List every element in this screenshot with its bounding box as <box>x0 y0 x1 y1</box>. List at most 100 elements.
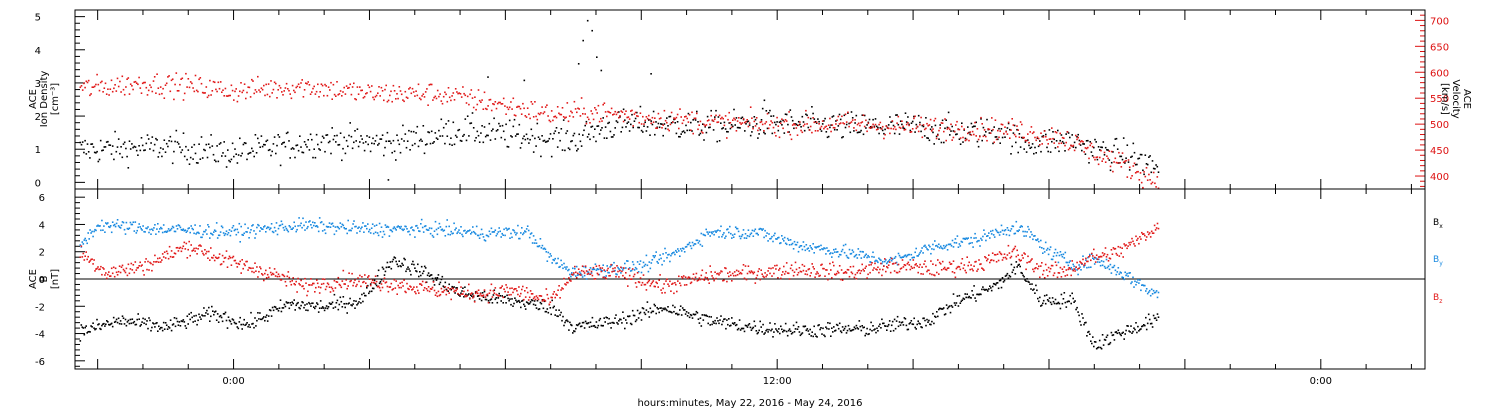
bx-point <box>982 286 984 288</box>
density-point <box>424 144 427 146</box>
by-point <box>323 229 326 231</box>
bz-point <box>265 269 267 272</box>
density-point <box>580 145 583 147</box>
velocity-point <box>85 80 88 83</box>
velocity-point <box>693 117 696 120</box>
bx-point <box>798 331 801 333</box>
bx-point <box>160 326 162 329</box>
velocity-point <box>825 125 828 128</box>
bz-point <box>235 262 238 265</box>
density-point <box>1155 164 1157 166</box>
density-point <box>293 148 295 150</box>
bz-point <box>347 285 349 287</box>
by-point <box>321 230 324 232</box>
by-point <box>1038 240 1040 243</box>
bx-point <box>722 320 724 323</box>
density-point <box>258 142 260 144</box>
bx-point <box>116 321 119 324</box>
by-point <box>111 221 114 223</box>
density-point <box>185 145 187 148</box>
bz-point <box>782 271 784 273</box>
bx-point <box>264 319 266 322</box>
bz-point <box>327 283 330 286</box>
bx-point <box>509 298 511 300</box>
velocity-point <box>267 83 270 85</box>
bx-point <box>695 310 698 313</box>
bz-point <box>160 261 162 263</box>
density-point <box>787 123 789 126</box>
by-point <box>793 240 796 243</box>
bx-point <box>1071 292 1073 295</box>
by-point <box>916 255 918 257</box>
bx-point <box>968 295 970 298</box>
bz-point <box>125 267 128 270</box>
bz-point <box>785 262 788 264</box>
by-point <box>961 241 964 243</box>
by-point <box>697 242 700 244</box>
bz-point <box>801 263 804 266</box>
density-point <box>872 118 874 121</box>
by-point <box>246 231 248 233</box>
velocity-axis-line-1: ACE <box>1461 89 1472 109</box>
bz-point <box>655 281 657 284</box>
bx-point <box>903 317 906 319</box>
by-point <box>1154 291 1157 294</box>
bx-point <box>756 332 759 335</box>
bx-point <box>202 315 204 317</box>
bz-point <box>764 272 766 274</box>
by-point <box>590 272 593 274</box>
density-point <box>651 123 654 126</box>
bz-point <box>492 290 495 292</box>
bx-point <box>1056 302 1059 305</box>
bx-point <box>252 322 254 325</box>
bz-point <box>142 269 144 272</box>
velocity-point <box>702 132 704 134</box>
density-point <box>145 142 148 145</box>
by-point <box>679 248 682 250</box>
bz-point <box>415 292 417 295</box>
bx-point <box>895 320 898 322</box>
density-point <box>247 153 249 155</box>
density-point <box>549 133 552 135</box>
by-point <box>852 251 855 253</box>
bx-point <box>1014 273 1017 275</box>
bz-point <box>172 256 175 258</box>
bz-point <box>333 279 336 282</box>
bx-point <box>229 320 232 323</box>
bx-point <box>1143 324 1145 326</box>
bz-point <box>324 288 327 291</box>
velocity-point <box>186 86 188 88</box>
by-point <box>353 220 355 222</box>
density-point <box>656 126 658 129</box>
velocity-point <box>842 122 844 124</box>
density-point <box>897 123 900 126</box>
bx-point <box>86 332 88 334</box>
by-point <box>1099 264 1102 267</box>
velocity-point <box>260 87 263 89</box>
by-point <box>791 242 794 245</box>
by-point <box>109 225 112 227</box>
bx-point <box>155 322 157 325</box>
bz-point <box>624 276 626 279</box>
by-point <box>457 231 459 233</box>
bz-point <box>725 267 727 270</box>
density-point <box>565 132 567 135</box>
bx-point <box>151 326 153 329</box>
bz-point <box>273 268 276 270</box>
density-point <box>86 143 89 145</box>
bx-point <box>526 302 529 304</box>
bx-point <box>613 322 615 324</box>
by-point <box>998 234 1001 236</box>
density-point <box>893 132 896 135</box>
velocity-point <box>839 122 842 124</box>
by-point <box>211 233 213 235</box>
velocity-point <box>803 123 806 126</box>
bx-point <box>109 324 111 326</box>
bx-point <box>420 274 422 277</box>
bx-point <box>163 328 166 330</box>
density-outlier-point <box>650 73 652 75</box>
by-point <box>637 271 640 273</box>
bz-point <box>98 268 100 271</box>
bx-point <box>770 329 772 332</box>
